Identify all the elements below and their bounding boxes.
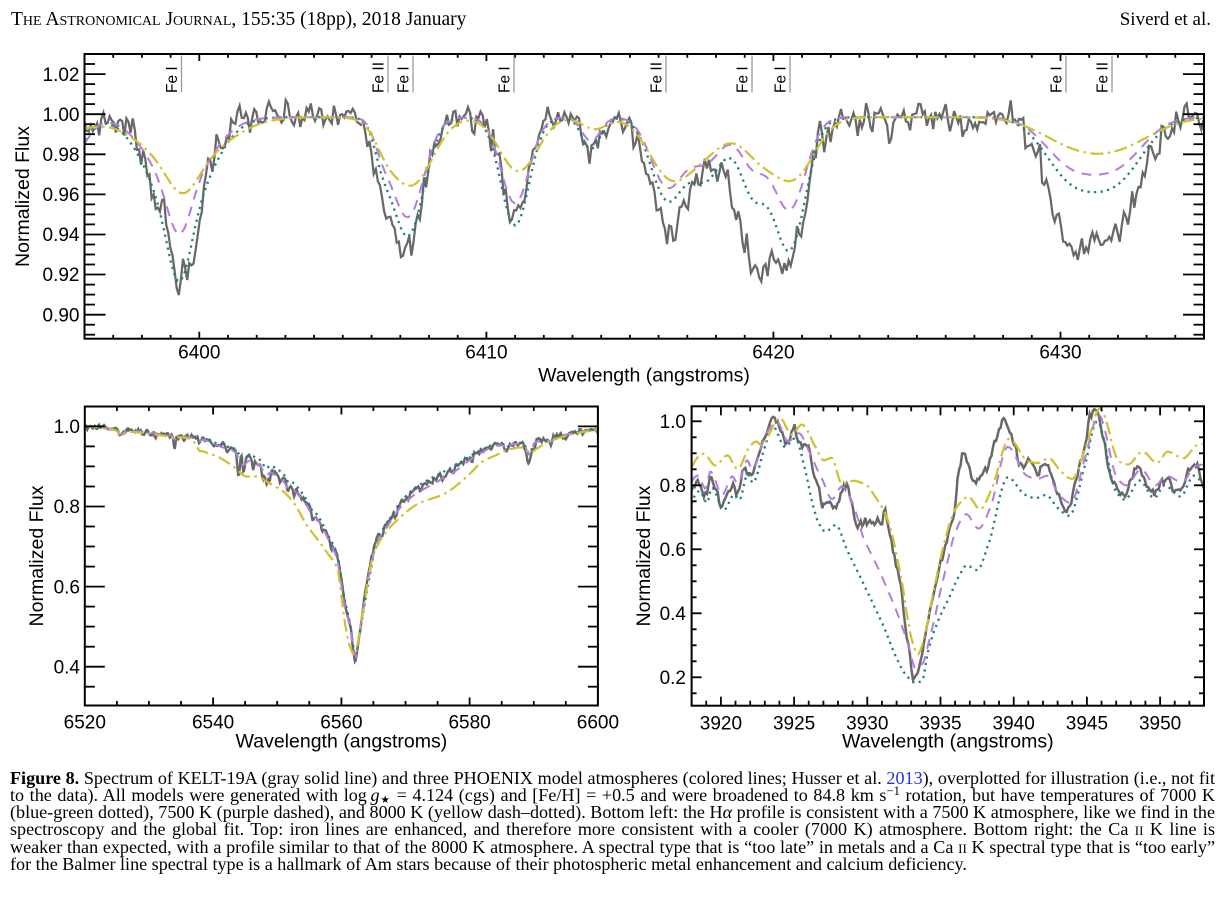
svg-text:6540: 6540 [192, 713, 234, 734]
svg-text:6560: 6560 [320, 713, 362, 734]
svg-text:6400: 6400 [178, 343, 220, 364]
svg-text:1.0: 1.0 [660, 412, 686, 433]
svg-text:0.4: 0.4 [660, 604, 687, 625]
svg-text:Normalized Flux: Normalized Flux [633, 485, 655, 626]
svg-text:0.8: 0.8 [660, 476, 686, 497]
svg-text:0.96: 0.96 [43, 185, 80, 206]
svg-text:3935: 3935 [919, 714, 961, 735]
svg-text:0.94: 0.94 [43, 225, 80, 246]
svg-text:Fe I: Fe I [497, 66, 514, 93]
svg-text:Wavelength (angstroms): Wavelength (angstroms) [538, 365, 750, 387]
svg-text:0.92: 0.92 [43, 265, 80, 286]
svg-text:Fe II: Fe II [1095, 62, 1112, 93]
svg-text:0.4: 0.4 [54, 657, 81, 678]
svg-text:3950: 3950 [1139, 714, 1181, 735]
svg-text:0.6: 0.6 [54, 577, 80, 598]
svg-text:1.0: 1.0 [54, 417, 80, 438]
svg-text:0.8: 0.8 [54, 497, 80, 518]
svg-text:Fe II: Fe II [371, 62, 388, 93]
svg-text:6580: 6580 [448, 713, 490, 734]
svg-text:Fe I: Fe I [1049, 66, 1066, 93]
svg-text:6520: 6520 [64, 713, 106, 734]
svg-text:Fe II: Fe II [649, 62, 666, 93]
svg-text:1.02: 1.02 [43, 65, 80, 86]
svg-text:1.00: 1.00 [43, 105, 80, 126]
svg-text:3945: 3945 [1066, 714, 1108, 735]
svg-text:3940: 3940 [993, 714, 1035, 735]
svg-text:Normalized Flux: Normalized Flux [26, 485, 48, 626]
svg-text:0.2: 0.2 [660, 668, 686, 689]
svg-text:0.6: 0.6 [660, 540, 686, 561]
svg-text:Normalized Flux: Normalized Flux [12, 126, 34, 267]
svg-text:Fe I: Fe I [773, 66, 790, 93]
svg-text:0.90: 0.90 [43, 305, 80, 326]
svg-text:6410: 6410 [465, 343, 507, 364]
svg-text:Fe I: Fe I [735, 66, 752, 93]
svg-text:Fe I: Fe I [164, 66, 181, 93]
svg-text:6430: 6430 [1039, 343, 1081, 364]
svg-text:3920: 3920 [700, 714, 742, 735]
svg-text:3930: 3930 [846, 714, 888, 735]
svg-text:3925: 3925 [773, 714, 815, 735]
svg-text:Wavelength (angstroms): Wavelength (angstroms) [236, 731, 448, 753]
svg-text:6420: 6420 [752, 343, 794, 364]
svg-text:Wavelength (angstroms): Wavelength (angstroms) [842, 731, 1054, 753]
svg-text:6600: 6600 [577, 713, 619, 734]
svg-text:0.98: 0.98 [43, 145, 80, 166]
svg-text:Fe I: Fe I [396, 66, 413, 93]
